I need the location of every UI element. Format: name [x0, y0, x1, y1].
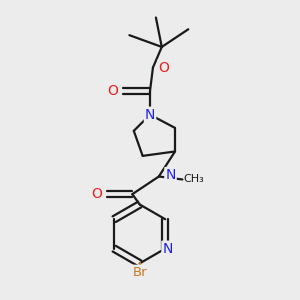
Text: N: N	[162, 242, 173, 256]
Text: CH₃: CH₃	[184, 174, 205, 184]
Text: N: N	[165, 168, 176, 182]
Text: N: N	[145, 108, 155, 122]
Text: Br: Br	[132, 266, 147, 279]
Text: O: O	[91, 187, 102, 201]
Text: O: O	[158, 61, 169, 75]
Text: O: O	[107, 84, 118, 98]
